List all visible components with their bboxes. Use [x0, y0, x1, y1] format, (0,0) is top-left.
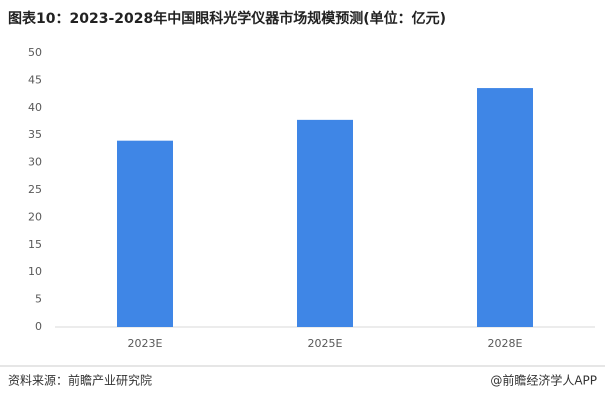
- y-tick-label: 5: [35, 293, 42, 306]
- y-tick-label: 40: [28, 101, 42, 114]
- chart-title: 图表10：2023-2028年中国眼科光学仪器市场规模预测(单位：亿元): [8, 10, 446, 27]
- x-tick-label: 2025E: [308, 337, 343, 350]
- y-tick-label: 35: [28, 128, 42, 141]
- y-tick-label: 0: [35, 320, 42, 333]
- y-tick-label: 50: [28, 46, 42, 59]
- bar: [117, 140, 173, 327]
- bar: [297, 119, 353, 327]
- y-tick-label: 30: [28, 156, 42, 169]
- y-tick-label: 20: [28, 210, 42, 223]
- source: 资料来源：前瞻产业研究院: [8, 373, 152, 388]
- y-tick-label: 25: [28, 183, 42, 196]
- bar: [477, 88, 533, 328]
- y-tick-label: 10: [28, 265, 42, 278]
- x-tick-label: 2023E: [128, 337, 163, 350]
- y-tick-label: 15: [28, 238, 42, 251]
- credit: @前瞻经济学人APP: [490, 373, 597, 388]
- x-tick-label: 2028E: [488, 337, 523, 350]
- y-tick-label: 45: [28, 73, 42, 86]
